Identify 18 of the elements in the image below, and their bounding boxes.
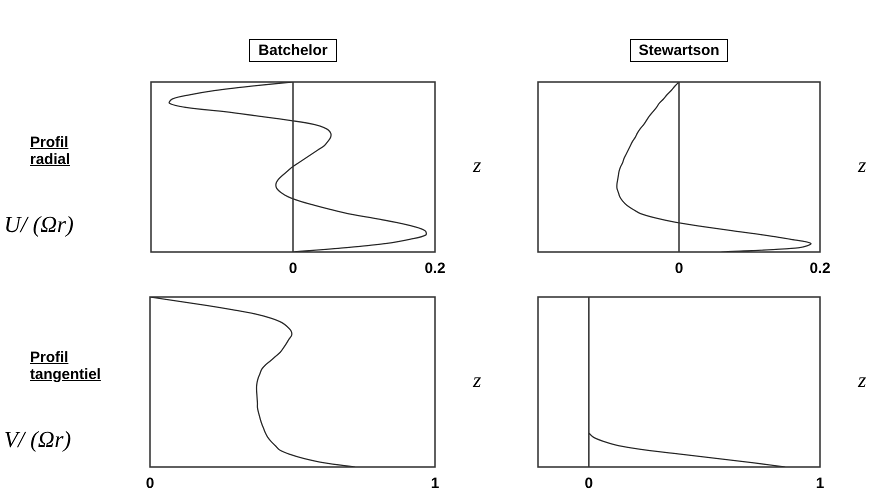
x-tick-label: 1	[430, 475, 440, 492]
x-tick-label: 1	[816, 475, 824, 492]
y-axis-title: z	[473, 368, 482, 393]
x-tick-label: 0	[288, 260, 298, 278]
chart-title: Batchelor	[249, 39, 337, 62]
x-tick-label: 0	[674, 260, 684, 278]
x-tick-label: 0	[146, 475, 154, 492]
text: U/ (Ωr)	[4, 212, 74, 238]
y-axis-title: z	[858, 368, 866, 393]
y-axis-title: z	[858, 153, 866, 178]
x-tick-label: 0.2	[810, 260, 830, 278]
y-axis-title: z	[473, 153, 482, 178]
x-tick-label: 0.2	[424, 260, 446, 278]
text: V/ (Ωr)	[4, 427, 72, 453]
x-tick-label: 0	[584, 475, 594, 492]
text: Profil radial	[30, 134, 72, 168]
text: Profil tangentiel	[30, 349, 102, 383]
chart-title: Stewartson	[630, 39, 728, 62]
